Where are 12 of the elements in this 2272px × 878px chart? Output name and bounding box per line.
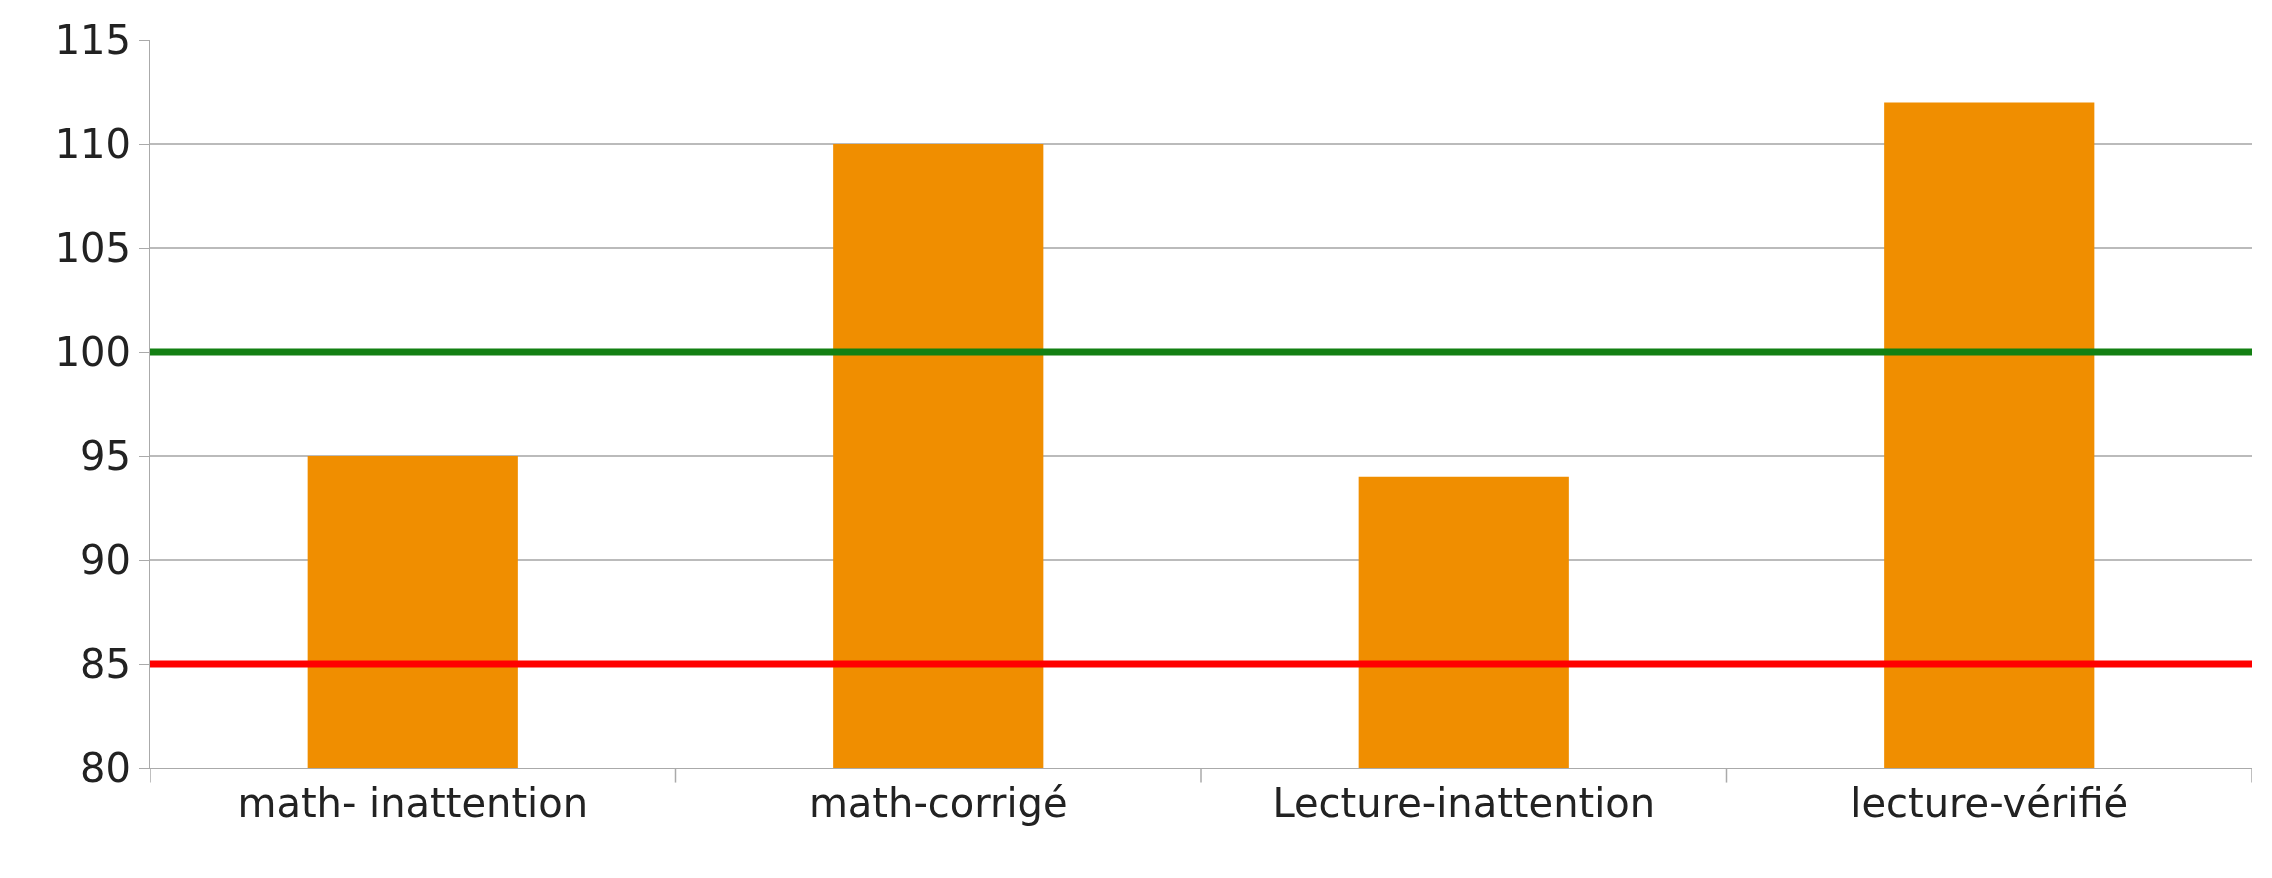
y-tick-label: 80 bbox=[80, 745, 131, 791]
y-tick-label: 90 bbox=[80, 537, 131, 583]
x-tick-label: Lecture-inattention bbox=[1272, 780, 1656, 826]
y-tick-label: 105 bbox=[54, 225, 131, 271]
y-tick-label: 95 bbox=[80, 433, 131, 479]
y-tick-label: 85 bbox=[80, 641, 131, 687]
x-tick-label: math-corrigé bbox=[808, 780, 1068, 826]
y-tick-label: 100 bbox=[54, 329, 131, 375]
y-tick-label: 115 bbox=[54, 17, 131, 63]
x-tick-label: lecture-vérifié bbox=[1850, 780, 2129, 826]
y-tick-label: 110 bbox=[54, 121, 131, 167]
x-tick-label: math- inattention bbox=[237, 780, 589, 826]
